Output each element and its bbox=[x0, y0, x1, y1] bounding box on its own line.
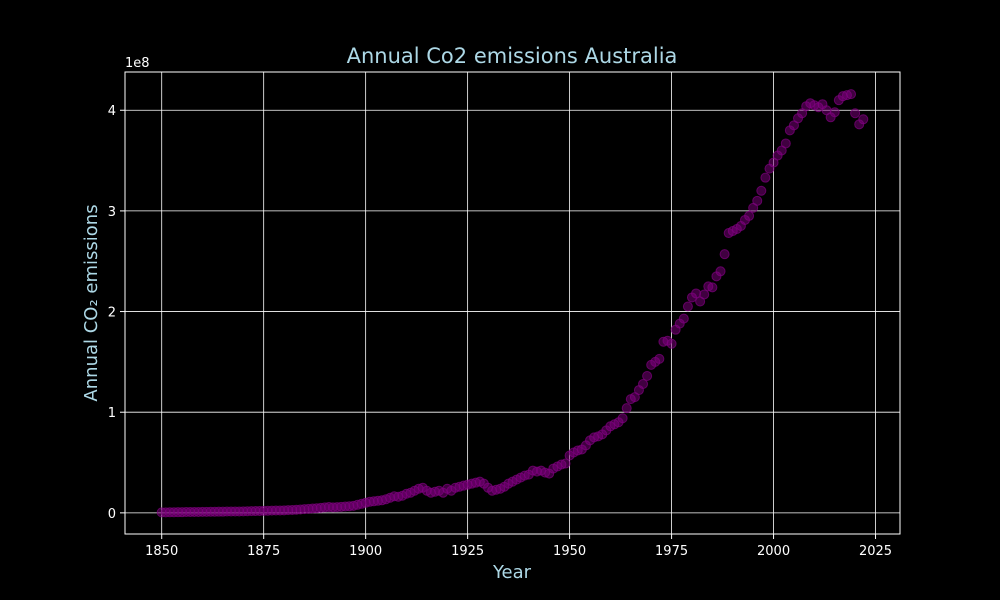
x-axis-label: Year bbox=[492, 562, 532, 583]
data-point bbox=[715, 266, 726, 277]
plot-frame bbox=[124, 71, 901, 535]
data-point bbox=[829, 107, 840, 118]
y-axis-label: Annual CO₂ emissions bbox=[81, 204, 102, 401]
x-tick-label: 2025 bbox=[859, 544, 892, 559]
data-point bbox=[760, 172, 771, 183]
data-point bbox=[560, 458, 571, 469]
x-tick-label: 1900 bbox=[349, 544, 382, 559]
data-points bbox=[156, 89, 869, 518]
data-point bbox=[682, 301, 693, 312]
data-point bbox=[617, 413, 628, 424]
x-axis-ticks: 1850 1875 1900 1925 1950 1975 2000 2025 bbox=[145, 534, 892, 559]
data-point bbox=[752, 195, 763, 206]
data-point bbox=[744, 210, 755, 221]
data-point bbox=[850, 108, 861, 119]
data-point bbox=[621, 403, 632, 414]
x-tick-label: 1975 bbox=[655, 544, 688, 559]
y-tick-label: 1 bbox=[108, 406, 116, 421]
y-tick-label: 3 bbox=[108, 205, 116, 220]
x-tick-label: 1925 bbox=[451, 544, 484, 559]
y-axis-ticks: 0 1 2 3 4 bbox=[108, 104, 125, 522]
data-point bbox=[858, 114, 869, 125]
data-point bbox=[756, 185, 767, 196]
data-point bbox=[666, 338, 677, 349]
data-point bbox=[638, 379, 649, 390]
data-point bbox=[719, 249, 730, 260]
y-tick-label: 4 bbox=[108, 104, 116, 119]
y-offset-text: 1e8 bbox=[125, 56, 150, 71]
x-tick-label: 1850 bbox=[145, 544, 178, 559]
data-point bbox=[654, 353, 665, 364]
x-tick-label: 2000 bbox=[757, 544, 790, 559]
x-tick-label: 1875 bbox=[247, 544, 280, 559]
data-point bbox=[846, 89, 857, 100]
data-point bbox=[699, 289, 710, 300]
chart-title: Annual Co2 emissions Australia bbox=[347, 44, 678, 68]
data-point bbox=[707, 282, 718, 293]
y-tick-label: 2 bbox=[108, 306, 116, 321]
data-point bbox=[678, 313, 689, 324]
data-point bbox=[642, 370, 653, 381]
x-tick-label: 1950 bbox=[553, 544, 586, 559]
data-point bbox=[780, 138, 791, 149]
y-tick-label: 0 bbox=[108, 507, 116, 522]
